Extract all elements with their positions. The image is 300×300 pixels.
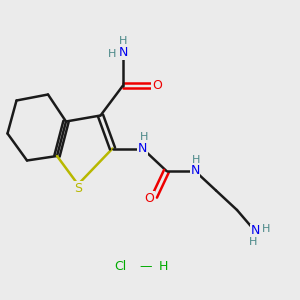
Text: H: H [262, 224, 271, 235]
Text: H: H [159, 260, 168, 274]
Text: N: N [190, 164, 200, 178]
Text: S: S [74, 182, 82, 195]
Text: H: H [249, 237, 258, 248]
Text: N: N [118, 46, 128, 59]
Text: O: O [144, 191, 154, 205]
Text: H: H [107, 49, 116, 59]
Text: N: N [250, 224, 260, 238]
Text: Cl: Cl [114, 260, 126, 274]
Text: H: H [119, 35, 127, 46]
Text: —: — [139, 260, 152, 274]
Text: O: O [152, 79, 162, 92]
Text: H: H [192, 154, 201, 165]
Text: H: H [140, 132, 148, 142]
Text: N: N [138, 142, 147, 155]
